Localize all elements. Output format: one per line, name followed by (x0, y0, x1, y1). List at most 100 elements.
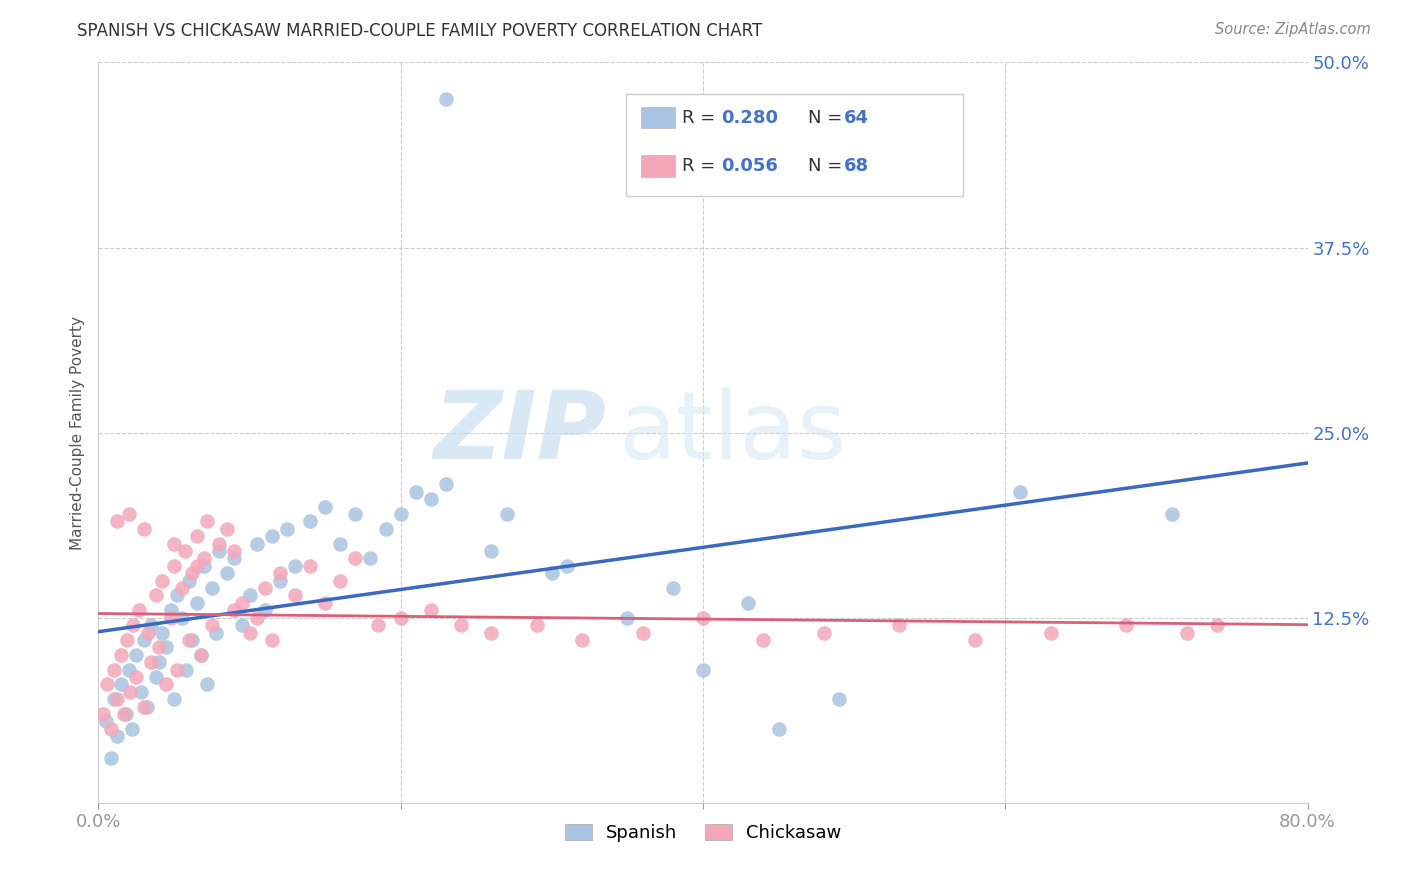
Point (526, 618, 548, 632)
Point (103, 692, 125, 706)
Point (186, 529, 208, 543)
Text: 0.056: 0.056 (721, 157, 778, 175)
Point (481, 625, 503, 640)
Point (1115, 618, 1137, 632)
Point (231, 618, 253, 632)
Point (405, 484, 427, 499)
Point (314, 596, 336, 610)
Point (166, 663, 188, 677)
Point (186, 596, 208, 610)
Point (132, 522, 155, 536)
Point (262, 632, 284, 647)
Point (737, 596, 759, 610)
Point (125, 670, 148, 684)
Point (105, 729, 128, 743)
Point (186, 558, 208, 573)
Point (103, 663, 125, 677)
Point (115, 632, 138, 647)
Point (314, 500, 336, 514)
Point (246, 610, 269, 624)
Y-axis label: Married-Couple Family Poverty: Married-Couple Family Poverty (70, 316, 86, 549)
Point (631, 625, 654, 640)
Point (450, 618, 472, 632)
Text: Source: ZipAtlas.com: Source: ZipAtlas.com (1215, 22, 1371, 37)
Point (195, 515, 218, 529)
Point (374, 522, 396, 536)
Point (155, 677, 177, 691)
Text: 68: 68 (844, 157, 869, 175)
Point (135, 699, 157, 714)
Point (141, 655, 163, 669)
Point (269, 566, 291, 581)
Point (1206, 618, 1229, 632)
Point (692, 663, 714, 677)
Point (100, 751, 122, 765)
Point (555, 558, 578, 573)
Point (215, 522, 238, 536)
Point (224, 551, 246, 566)
Point (965, 632, 987, 647)
Point (205, 625, 228, 640)
Point (190, 648, 212, 662)
Point (201, 618, 224, 632)
Point (129, 685, 152, 699)
Point (166, 589, 188, 603)
Point (150, 625, 173, 640)
Point (118, 507, 141, 521)
Point (276, 522, 298, 536)
Point (193, 558, 215, 573)
Point (224, 544, 246, 558)
Point (208, 536, 231, 550)
Point (163, 558, 186, 573)
Text: SPANISH VS CHICKASAW MARRIED-COUPLE FAMILY POVERTY CORRELATION CHART: SPANISH VS CHICKASAW MARRIED-COUPLE FAMI… (77, 22, 762, 40)
Point (224, 603, 246, 617)
Point (94, 714, 117, 729)
Point (114, 706, 136, 721)
Point (128, 603, 150, 617)
Point (132, 699, 155, 714)
Point (163, 536, 186, 550)
Point (150, 574, 173, 588)
Point (179, 574, 201, 588)
Point (367, 618, 389, 632)
Point (195, 677, 218, 691)
Point (434, 477, 457, 491)
Point (120, 685, 142, 699)
Point (148, 640, 170, 655)
Point (344, 507, 367, 521)
Point (118, 663, 141, 677)
Point (1160, 507, 1182, 521)
Point (661, 581, 683, 595)
Text: 64: 64 (844, 109, 869, 127)
Point (105, 692, 128, 706)
Point (389, 507, 412, 521)
Point (253, 603, 276, 617)
Point (141, 618, 163, 632)
Point (155, 640, 177, 655)
Point (420, 603, 443, 617)
Text: R =: R = (682, 109, 721, 127)
Point (173, 544, 195, 558)
Point (616, 610, 638, 624)
Text: 0.280: 0.280 (721, 109, 779, 127)
Point (110, 648, 132, 662)
Point (179, 632, 201, 647)
Point (208, 544, 231, 558)
Point (284, 558, 307, 573)
Point (190, 648, 212, 662)
Point (160, 610, 183, 624)
Point (360, 551, 382, 566)
Point (1039, 625, 1062, 640)
Point (752, 632, 775, 647)
Text: ZIP: ZIP (433, 386, 606, 479)
Text: N =: N = (808, 109, 848, 127)
Legend: Spanish, Chickasaw: Spanish, Chickasaw (557, 816, 849, 849)
Point (136, 625, 159, 640)
Point (239, 589, 262, 603)
Point (148, 655, 170, 669)
Point (540, 566, 562, 581)
Text: atlas: atlas (619, 386, 846, 479)
Point (262, 529, 284, 543)
Point (329, 574, 352, 588)
Point (96, 677, 118, 691)
